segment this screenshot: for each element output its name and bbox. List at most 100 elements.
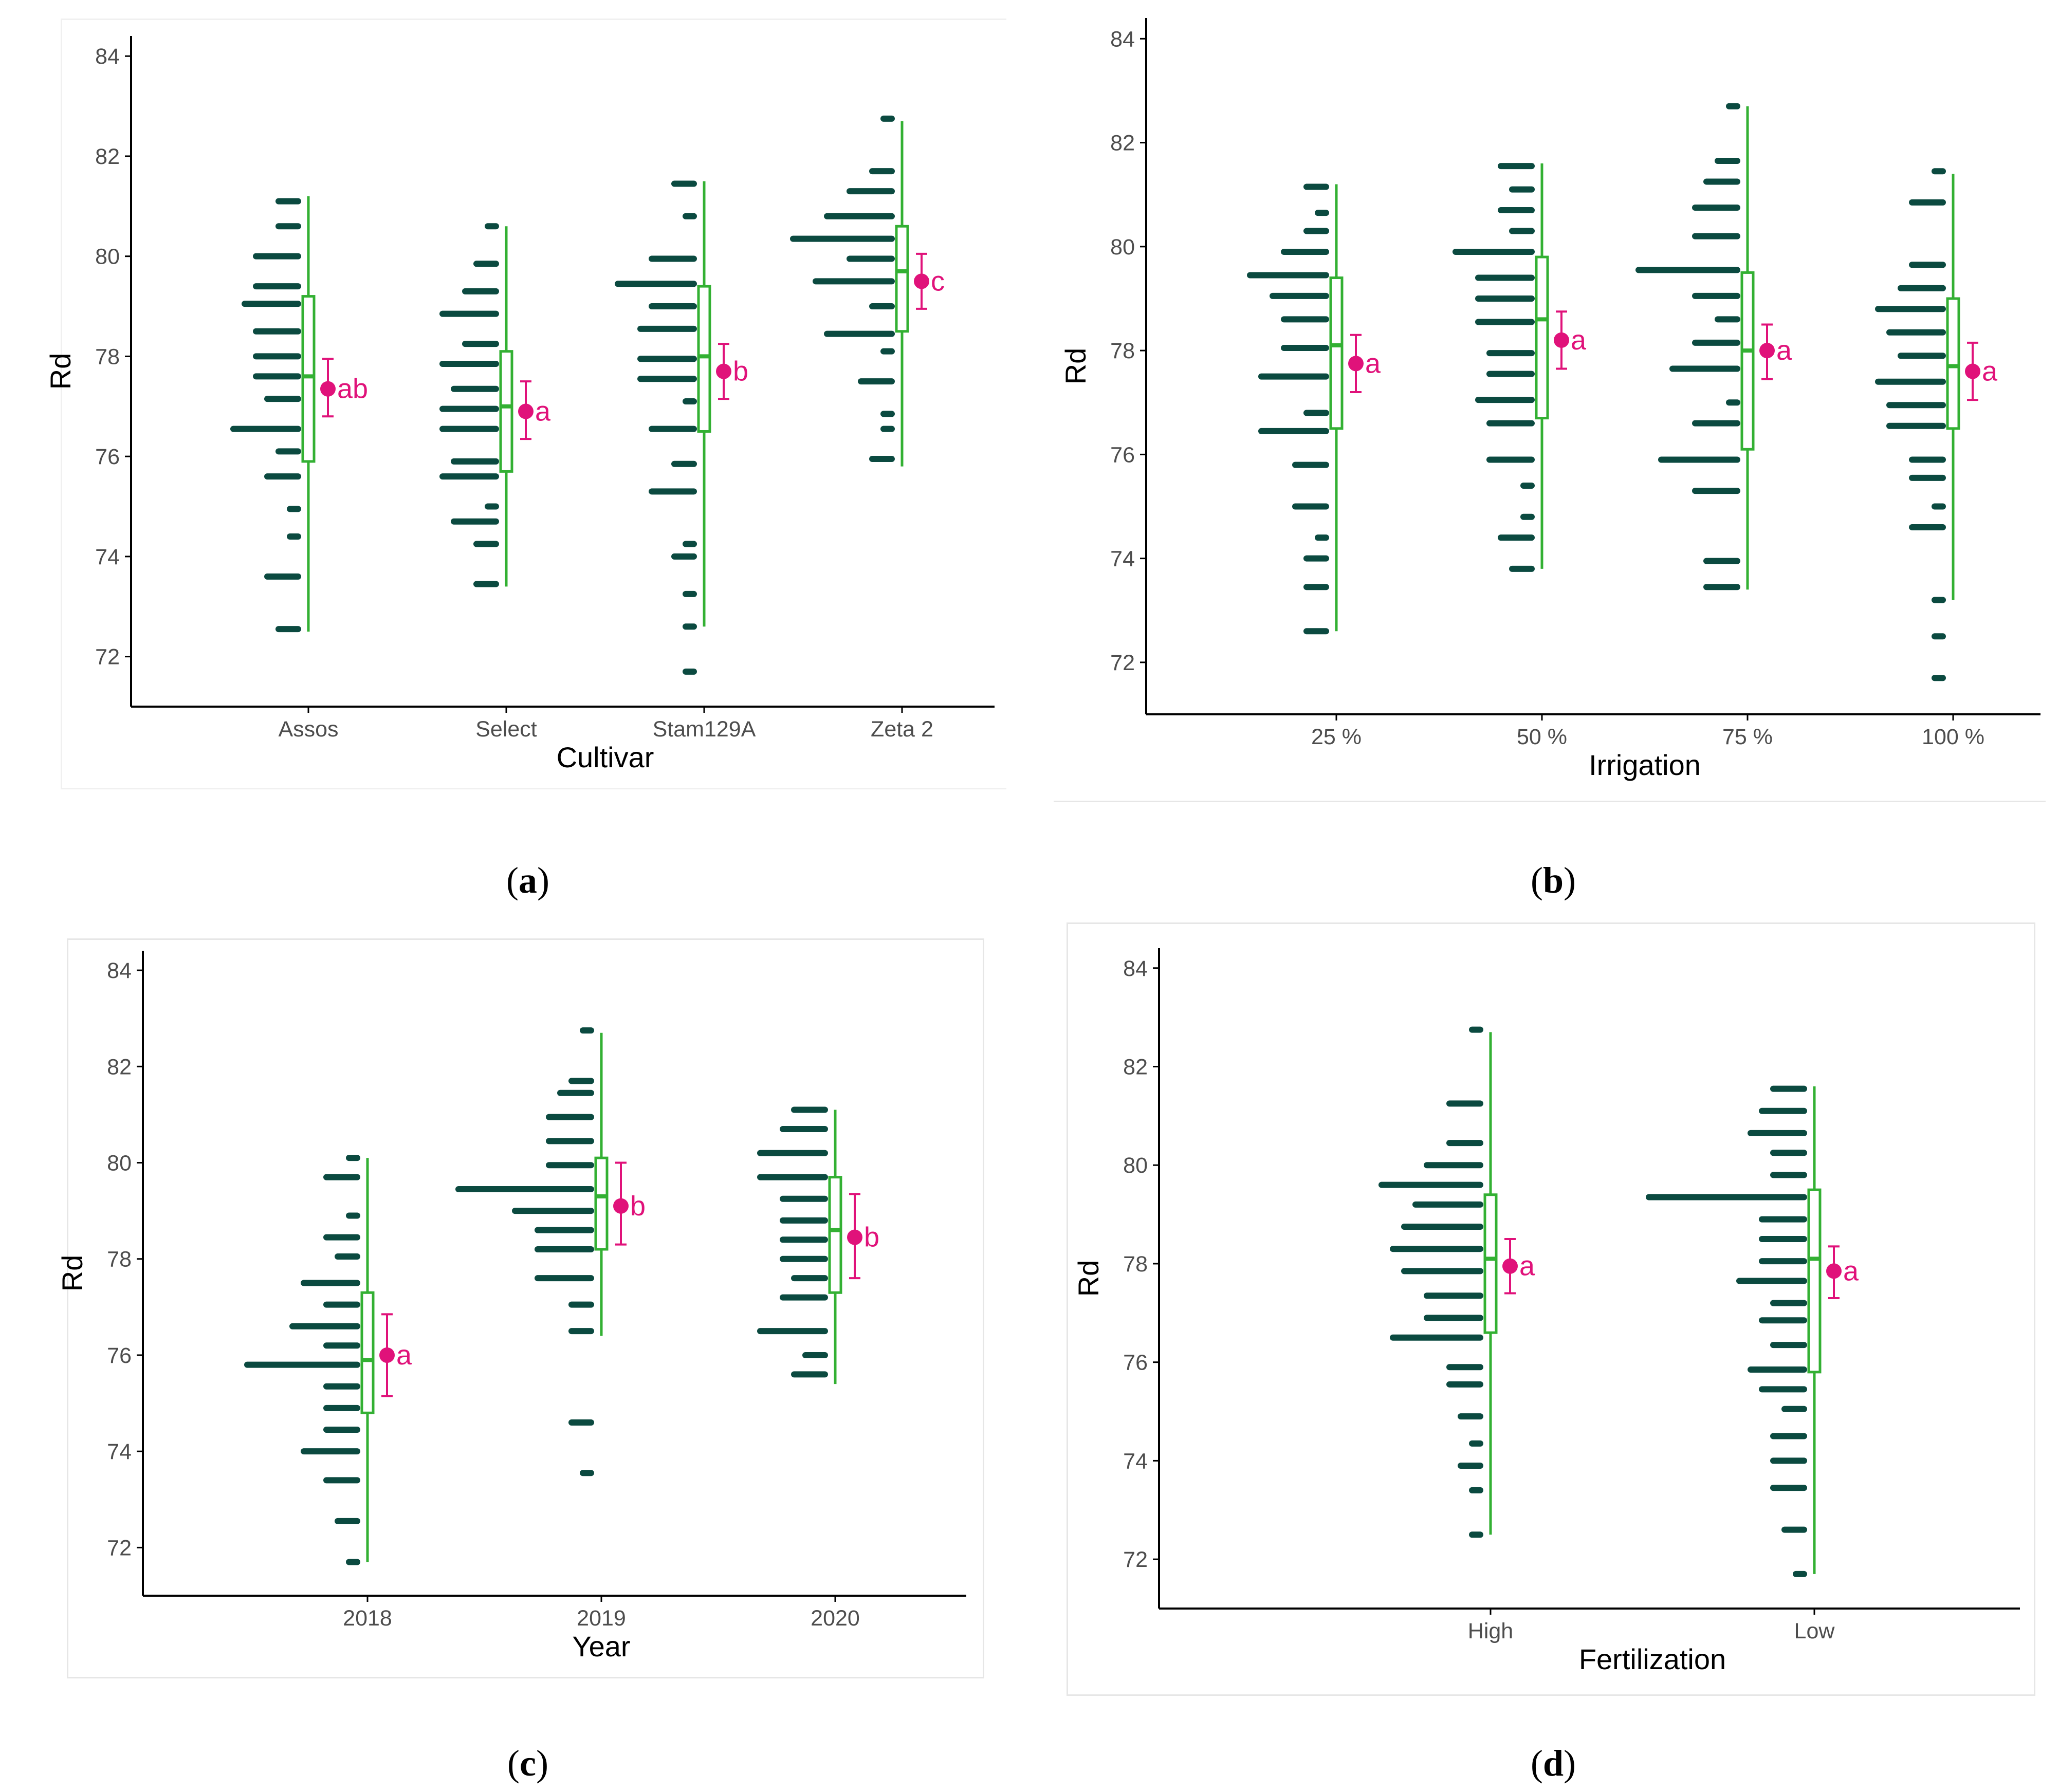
y-tick-label: 80	[1110, 235, 1135, 260]
y-axis-title: Rd	[44, 353, 77, 390]
y-tick-label: 74	[95, 545, 120, 569]
y-tick-label: 80	[1123, 1153, 1148, 1178]
category-group: a	[1875, 168, 1998, 681]
y-axis-title: Rd	[1072, 1260, 1105, 1297]
significance-letter: a	[535, 396, 551, 427]
chart-year: 72 74 76 78 80 82 84 Rd 2018 2019 2020 Year a b b	[56, 951, 966, 1662]
significance-letter: a	[1776, 335, 1792, 366]
significance-letter: b	[733, 356, 748, 387]
y-tick-label: 72	[95, 645, 120, 670]
y-tick-label: 82	[1110, 131, 1135, 156]
category-group: a	[1247, 183, 1381, 635]
x-axis-title: Fertilization	[1579, 1643, 1726, 1675]
box-iqr	[1535, 255, 1549, 420]
y-tick-label: 78	[95, 344, 120, 369]
significance-letter: a	[1519, 1251, 1535, 1282]
category-group: b	[615, 180, 748, 675]
x-axis-title: Cultivar	[557, 741, 654, 773]
x-tick-label: Zeta 2	[871, 717, 933, 742]
x-tick-label: Assos	[278, 717, 338, 742]
panel-frame-c	[67, 938, 984, 1678]
y-tick-label: 82	[95, 144, 120, 169]
y-tick-label: 76	[1110, 442, 1135, 467]
chart-cultivar: 72 74 76 78 80 82 84 Rd Assos Select Stam129A Zeta …	[44, 36, 995, 773]
mean-point	[1759, 343, 1775, 359]
category-group: b	[757, 1106, 879, 1384]
box-iqr	[828, 1176, 842, 1294]
category-group: a	[1646, 1085, 1859, 1577]
y-tick-label: 80	[95, 245, 120, 269]
category-group: a	[1635, 103, 1792, 590]
y-tick-label: 84	[1110, 27, 1135, 51]
x-tick-label: 50 %	[1517, 725, 1567, 749]
chart-fertilization: 72 74 76 78 80 82 84 Rd High Low Fertilization a a	[1072, 948, 2020, 1675]
box-iqr	[1807, 1188, 1822, 1374]
chart-irrigation: 72 74 76 78 80 82 84 Rd 25 % 50 % 75 % 100 % Irrigat…	[1059, 18, 2040, 781]
caption-a: (a)	[506, 860, 549, 901]
significance-letter: a	[1571, 325, 1587, 356]
x-tick-label: Low	[1794, 1619, 1835, 1643]
mean-point	[1826, 1263, 1842, 1279]
significance-letter: b	[630, 1191, 646, 1222]
category-group: c	[790, 115, 945, 467]
mean-point	[914, 273, 929, 289]
x-tick-label: 2018	[343, 1606, 392, 1631]
mean-point	[379, 1347, 395, 1363]
mean-point	[518, 403, 534, 419]
category-group: ab	[230, 196, 368, 633]
y-tick-label: 72	[107, 1536, 132, 1560]
y-tick-label: 76	[107, 1343, 132, 1368]
panel-frame-d	[1067, 922, 2035, 1696]
y-tick-label: 78	[1110, 339, 1135, 363]
significance-letter: ab	[337, 374, 368, 404]
box-iqr	[360, 1291, 375, 1414]
significance-letter: a	[1982, 356, 1998, 387]
box-iqr	[1329, 276, 1344, 430]
box-iqr	[1483, 1193, 1498, 1334]
category-group: b	[455, 1027, 646, 1476]
caption-c: (c)	[507, 1743, 548, 1784]
mean-point	[1965, 363, 1980, 379]
box-iqr	[301, 295, 316, 463]
y-tick-label: 72	[1123, 1547, 1148, 1572]
y-tick-label: 76	[95, 445, 120, 469]
mean-point	[716, 363, 731, 379]
box-iqr	[1946, 297, 1960, 430]
mean-point	[320, 381, 336, 397]
significance-letter: b	[864, 1222, 879, 1253]
x-axis-title: Year	[572, 1630, 630, 1662]
y-tick-label: 76	[1123, 1351, 1148, 1375]
box-iqr	[499, 350, 513, 473]
panel-frame-a	[61, 19, 1006, 789]
caption-d: (d)	[1530, 1743, 1576, 1784]
significance-letter: c	[931, 266, 945, 297]
mean-point	[613, 1198, 629, 1214]
category-group: a	[244, 1155, 412, 1565]
x-tick-label: 75 %	[1722, 725, 1773, 749]
y-axis-title: Rd	[1059, 348, 1092, 385]
x-tick-label: 25 %	[1311, 725, 1362, 749]
x-tick-label: Select	[475, 717, 537, 742]
y-tick-label: 84	[95, 44, 120, 69]
x-tick-label: 2019	[577, 1606, 626, 1631]
y-tick-label: 72	[1110, 651, 1135, 675]
y-tick-label: 80	[107, 1151, 132, 1176]
x-tick-label: 2020	[811, 1606, 860, 1631]
y-tick-label: 84	[1123, 956, 1148, 981]
significance-letter: a	[1843, 1255, 1859, 1286]
x-axis-title: Irrigation	[1589, 749, 1701, 781]
box-iqr	[594, 1156, 609, 1251]
category-group: a	[439, 223, 551, 587]
mean-point	[1554, 332, 1569, 348]
significance-letter: a	[396, 1340, 412, 1371]
box-iqr	[895, 225, 909, 333]
y-tick-label: 74	[107, 1439, 132, 1464]
mean-point	[847, 1229, 862, 1245]
panel-frame-b	[1054, 801, 2046, 802]
y-tick-label: 78	[1123, 1252, 1148, 1277]
y-tick-label: 82	[107, 1055, 132, 1079]
x-tick-label: 100 %	[1922, 725, 1984, 749]
significance-letter: a	[1365, 348, 1381, 379]
box-iqr	[1740, 271, 1755, 451]
x-tick-label: High	[1468, 1619, 1513, 1643]
